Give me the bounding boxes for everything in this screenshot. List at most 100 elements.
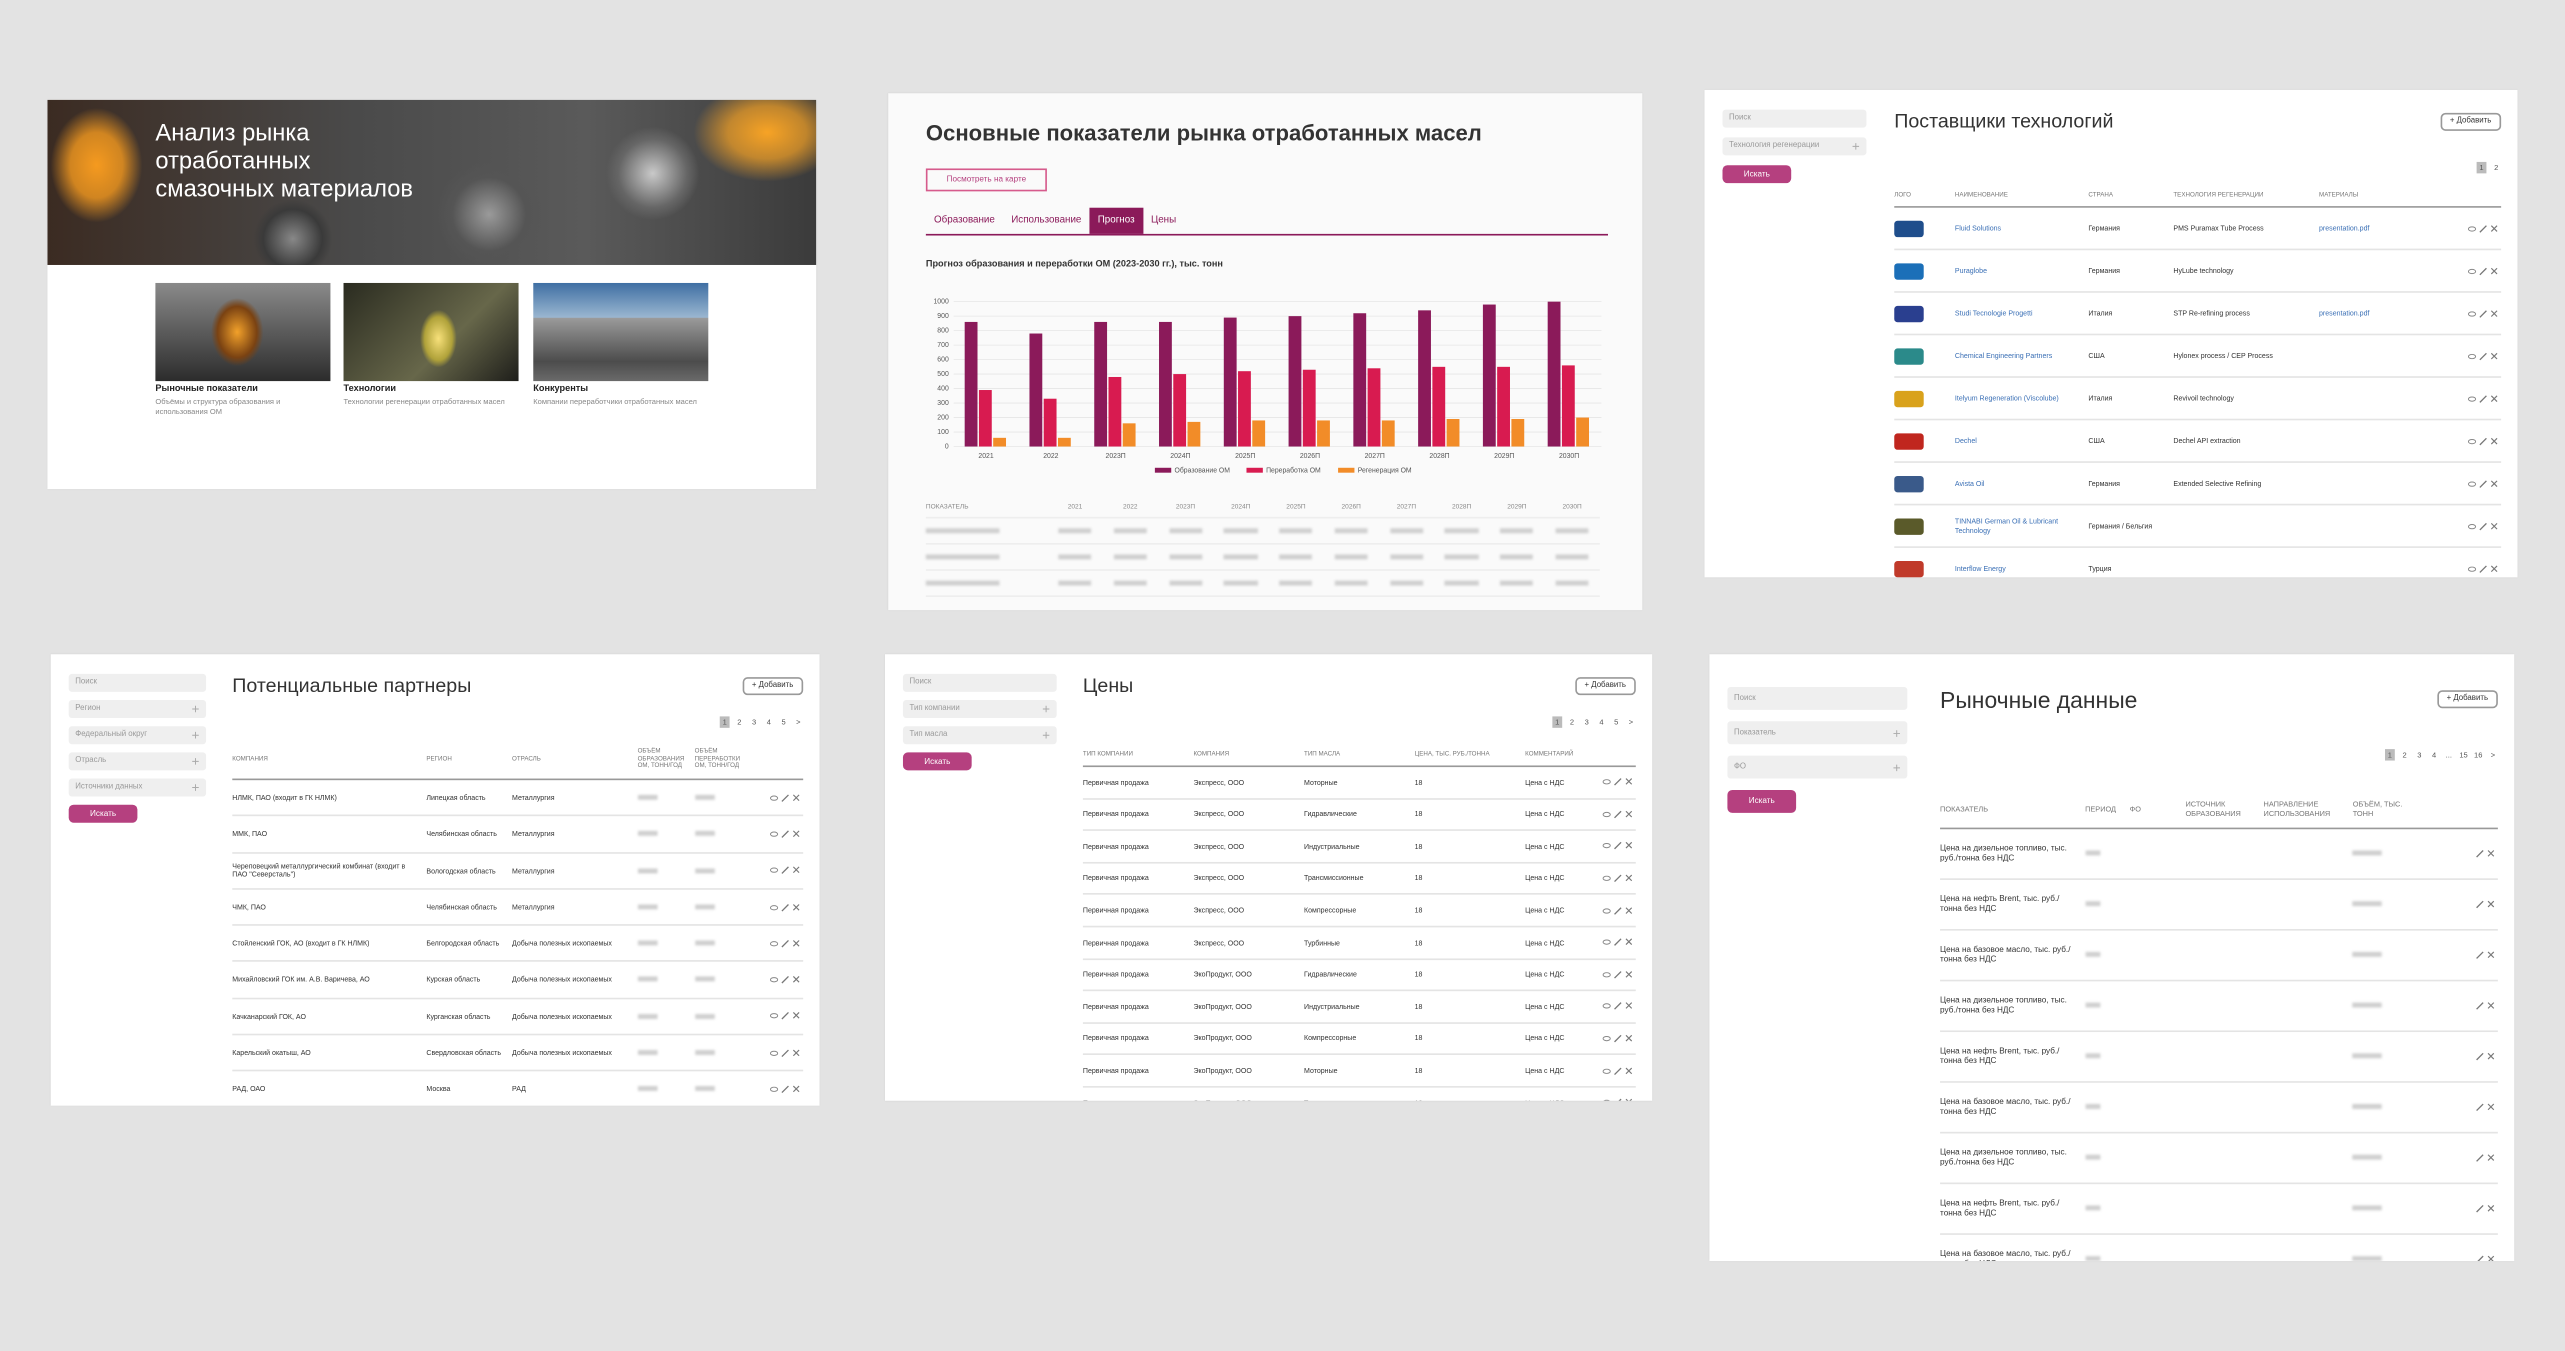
cell [925, 527, 1048, 535]
cell [1894, 432, 1955, 449]
add-button[interactable]: + Добавить [2440, 112, 2502, 131]
add-button[interactable]: + Добавить [742, 677, 804, 696]
filter-placeholder: Поиск [75, 678, 97, 687]
page-link[interactable]: 3 [2417, 750, 2422, 759]
filter-field[interactable]: Федеральный округ [68, 726, 207, 745]
card-title[interactable]: Технологии [343, 384, 396, 395]
map-button[interactable]: Посмотреть на карте [925, 168, 1047, 192]
cell [1268, 579, 1323, 587]
cell [1213, 579, 1268, 587]
blurred-value [2085, 850, 2101, 856]
cell-text: Цена с НДС [1525, 1066, 1565, 1075]
filter-field[interactable]: Источники данных [68, 778, 207, 797]
cell-text[interactable]: Avista Oil [1954, 478, 1985, 488]
cell: Экспресс, ООО [1193, 778, 1304, 787]
card-title[interactable]: Конкуренты [533, 384, 589, 395]
page-link[interactable]: 2 [2494, 163, 2499, 172]
blurred-value [1389, 554, 1423, 560]
cell [637, 903, 695, 912]
plus [192, 705, 199, 713]
page-link[interactable]: 16 [2474, 750, 2483, 759]
cell: Dechel [1955, 436, 2088, 445]
page-link[interactable]: 5 [1614, 718, 1619, 727]
cell-text[interactable]: Itelyum Regeneration (Viscolube) [1954, 393, 2059, 403]
filter-field[interactable]: Тип масла [902, 726, 1057, 745]
add-button[interactable]: + Добавить [1574, 677, 1636, 696]
tab[interactable]: Использование [1011, 215, 1082, 226]
cell-text: США [2088, 351, 2105, 360]
legend-swatch [1246, 467, 1263, 473]
page-link[interactable]: 4 [1599, 718, 1604, 727]
page-link[interactable]: 1 [2476, 161, 2487, 174]
bar [1418, 310, 1431, 447]
filter-field[interactable]: Отрасль [68, 752, 207, 771]
cell: Цена с НДС [1525, 1002, 1597, 1011]
page-link[interactable]: ... [2445, 750, 2452, 759]
cell: 18 [1415, 970, 1526, 979]
cell-text[interactable]: Studi Tecnologie Progetti [1954, 308, 2033, 317]
y-tick-label: 900 [937, 313, 949, 320]
cell: Interflow Energy [1955, 564, 2088, 573]
page-link[interactable]: 4 [2431, 750, 2437, 759]
search-button[interactable]: Искать [1727, 789, 1797, 813]
search-button[interactable]: Искать [68, 804, 138, 823]
search-button[interactable]: Искать [1722, 165, 1792, 184]
filter-field[interactable]: ФО [1727, 755, 1908, 779]
page-link[interactable]: 2 [1569, 718, 1575, 727]
cell-text[interactable]: Fluid Solutions [1954, 223, 2002, 232]
filter-field[interactable]: Технология регенерации [1722, 137, 1867, 156]
chart: 0 100 200 300 400 500 600 700 800 900 1000 2021 2022… [933, 298, 1602, 475]
cell-text: Моторные [1304, 777, 1338, 787]
page-link[interactable]: 4 [766, 718, 771, 727]
cell: Chemical Engineering Partners [1955, 351, 2088, 360]
cell-text[interactable]: Puraglobe [1954, 266, 1987, 275]
blurred-value [2085, 1154, 2101, 1160]
filter-field[interactable]: Поиск [902, 673, 1057, 692]
column-header: ОТРАСЛЬ [512, 755, 541, 762]
cell-text: Металлургия [512, 902, 555, 911]
filter-field[interactable]: Поиск [68, 673, 207, 692]
search-button[interactable]: Искать [902, 752, 972, 771]
column-header: ИСТОЧНИК ОБРАЗОВАНИЯ [2185, 800, 2241, 818]
cell-text[interactable]: Interflow Energy [1954, 563, 2006, 573]
page-link[interactable]: 15 [2459, 750, 2468, 759]
tab[interactable]: Цены [1150, 215, 1177, 226]
page-link[interactable]: > [796, 718, 801, 727]
filter-field[interactable]: Показатель [1727, 721, 1908, 745]
page-link[interactable]: 3 [1584, 718, 1589, 727]
filter-field[interactable]: Тип компании [902, 700, 1057, 719]
page-link[interactable]: > [2490, 750, 2496, 759]
cell: Первичная продажа [1083, 778, 1194, 787]
page-link[interactable]: 2 [2402, 750, 2407, 759]
cell-text: Первичная продажа [1082, 938, 1149, 947]
tab[interactable]: Образование [934, 215, 995, 226]
cell-text: Михайловский ГОК им. А.В. Варичева, АО [232, 975, 370, 984]
cell: Fluid Solutions [1955, 224, 2088, 233]
tab[interactable]: Прогноз [1089, 207, 1143, 234]
page-link[interactable]: 1 [2384, 749, 2395, 761]
cell-text[interactable]: TINNABI German Oil & Lubricant Technolog… [1954, 517, 2059, 535]
edit-icon [2479, 224, 2487, 232]
filter-field[interactable]: Регион [68, 700, 207, 719]
page-link[interactable]: 5 [781, 718, 786, 727]
filter-field[interactable]: Поиск [1722, 109, 1867, 128]
cell: 18 [1415, 778, 1526, 787]
page-link[interactable]: 1 [719, 716, 730, 728]
cell-text[interactable]: Chemical Engineering Partners [1954, 351, 2053, 360]
cell-text[interactable]: presentation.pdf [2319, 223, 2370, 232]
filter-placeholder: Поиск [1733, 694, 1756, 703]
column-header: 2027П [1396, 501, 1417, 510]
page-link[interactable]: 3 [752, 718, 757, 727]
page-link[interactable]: 1 [1552, 716, 1563, 728]
page-link[interactable]: 2 [737, 718, 742, 727]
filter-field[interactable]: Поиск [1727, 686, 1908, 710]
blurred-value [2352, 1103, 2382, 1109]
page-link[interactable]: > [1628, 718, 1634, 727]
cell-text[interactable]: presentation.pdf [2319, 308, 2370, 317]
cell-text[interactable]: Dechel [1954, 436, 1977, 445]
cell-text: Череповецкий металлургический комбинат (… [232, 861, 406, 879]
view-icon [2467, 565, 2477, 571]
add-button[interactable]: + Добавить [2436, 690, 2498, 709]
card-title[interactable]: Рыночные показатели [155, 384, 258, 395]
